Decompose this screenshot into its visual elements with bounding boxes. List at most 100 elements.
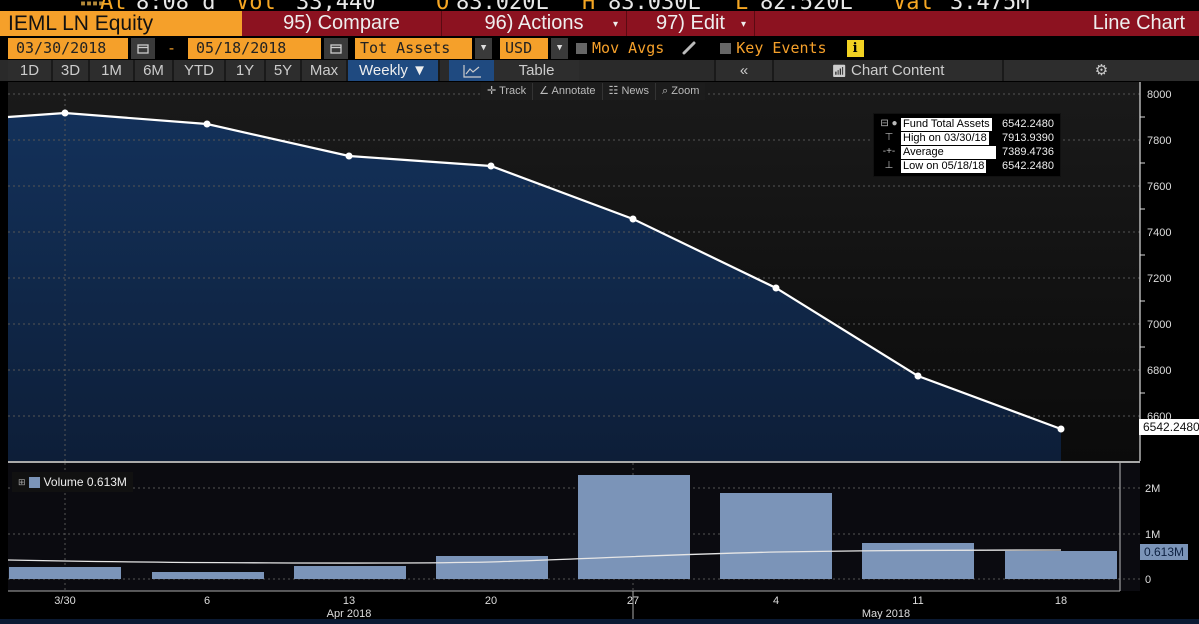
page-title: Line Chart: [755, 11, 1199, 36]
mov-avgs-toggle[interactable]: Mov Avgs: [576, 39, 664, 57]
price-markers: [61, 109, 1065, 433]
panel-divider[interactable]: [8, 461, 1140, 463]
period-1y[interactable]: 1Y: [226, 60, 266, 81]
compare-label: 95) Compare: [283, 12, 400, 34]
crosshair-icon: ✛: [487, 85, 497, 97]
zoom-label: Zoom: [671, 85, 700, 97]
volume-ma-line: [7, 549, 1062, 564]
date-separator: -: [167, 39, 177, 57]
news-tool[interactable]: ☷ News: [603, 83, 656, 100]
period-5y[interactable]: 5Y: [266, 60, 302, 81]
volume-legend-label: Volume 0.613M: [43, 475, 127, 489]
collapse-icon[interactable]: «: [714, 60, 774, 81]
checkbox[interactable]: [576, 42, 588, 54]
edit-menu-button[interactable]: 97) Edit ▾: [627, 11, 755, 36]
line-chart-icon[interactable]: [449, 60, 494, 81]
average-marker-icon: -+-: [882, 146, 896, 157]
legend-row: ⊥ Low on 05/18/18 6542.2480: [874, 160, 1062, 174]
end-date-field[interactable]: 05/18/2018: [188, 37, 322, 59]
actions-menu-button[interactable]: 96) Actions ▾: [442, 11, 627, 36]
currency-select[interactable]: USD: [500, 37, 549, 59]
chart-content-label: Chart Content: [851, 62, 945, 79]
actions-label: 96) Actions: [484, 12, 584, 34]
quote-vol-label: Vol: [236, 0, 276, 12]
gear-icon[interactable]: ⚙: [1004, 60, 1199, 81]
news-label: News: [621, 85, 649, 97]
calendar-icon[interactable]: [324, 37, 349, 59]
period-6m[interactable]: 6M: [135, 60, 174, 81]
key-events-label: Key Events: [736, 39, 827, 57]
chart-content-button[interactable]: 📶︎ Chart Content: [774, 60, 1004, 81]
volume-swatch: [28, 476, 40, 488]
field-select[interactable]: Tot Assets: [355, 37, 473, 59]
compare-menu-button[interactable]: 95) Compare: [242, 11, 442, 36]
quote-open-label: O: [436, 0, 449, 12]
chart-legend[interactable]: ⊟ ● Fund Total Assets 6542.2480 ⊤ High o…: [873, 113, 1061, 177]
mov-avgs-label: Mov Avgs: [592, 39, 665, 57]
quote-at-value: 8:08 d: [136, 0, 215, 12]
svg-text:7800: 7800: [1147, 135, 1171, 147]
period-1d[interactable]: 1D: [8, 60, 53, 81]
track-tool[interactable]: ✛ Track: [481, 83, 534, 100]
frequency-dropdown[interactable]: Weekly ▼: [348, 60, 440, 81]
quote-open-value: 83.020L: [456, 0, 549, 12]
svg-text:7000: 7000: [1147, 319, 1171, 331]
period-1m[interactable]: 1M: [90, 60, 135, 81]
chart-content-icon: 📶︎: [831, 64, 847, 78]
pencil-icon[interactable]: [682, 41, 700, 55]
period-3d[interactable]: 3D: [53, 60, 90, 81]
calendar-icon[interactable]: [131, 37, 155, 59]
legend-label: High on 03/30/18: [901, 132, 989, 145]
table-button[interactable]: Table: [494, 60, 579, 81]
ticker-field[interactable]: IEML LN Equity: [0, 11, 242, 36]
last-price-flag: 6542.2480: [1139, 419, 1199, 435]
volume-legend[interactable]: ⊞ Volume 0.613M: [12, 472, 133, 492]
zoom-tool[interactable]: ⌕ Zoom: [656, 83, 705, 100]
svg-text:3/30: 3/30: [54, 595, 75, 607]
key-events-toggle[interactable]: Key Events: [720, 39, 827, 57]
low-marker-icon: ⊥: [884, 160, 894, 171]
quote-low-value: 82.520L: [760, 0, 853, 12]
svg-text:0: 0: [1145, 574, 1151, 586]
svg-text:18: 18: [1055, 595, 1067, 607]
quote-high-value: 83.030L: [608, 0, 701, 12]
last-volume-flag: 0.613M: [1140, 544, 1189, 560]
expand-icon[interactable]: ⊞: [18, 476, 26, 487]
svg-text:Apr 2018: Apr 2018: [327, 608, 372, 620]
svg-text:6800: 6800: [1147, 365, 1171, 377]
chevron-down-icon: ▾: [612, 19, 618, 30]
svg-text:May 2018: May 2018: [862, 608, 910, 620]
period-ytd[interactable]: YTD: [174, 60, 226, 81]
period-max[interactable]: Max: [302, 60, 348, 81]
legend-value: 7389.4736: [1002, 146, 1054, 158]
legend-value: 6542.2480: [1002, 160, 1054, 172]
start-date-field[interactable]: 03/30/2018: [8, 37, 128, 59]
quote-line: ▪▪▪▪ At 8:08 d Vol 33,440 O 83.020L H 83…: [0, 0, 1199, 12]
svg-text:4: 4: [773, 595, 779, 607]
price-axis-ticks: [1140, 116, 1145, 394]
svg-text:20: 20: [485, 595, 497, 607]
legend-row: ⊟ ● Fund Total Assets 6542.2480: [874, 118, 1062, 132]
svg-text:7600: 7600: [1147, 181, 1171, 193]
checkbox[interactable]: [720, 42, 732, 54]
legend-label: Low on 05/18/18: [901, 160, 987, 173]
controls-bar: 03/30/2018 - 05/18/2018 Tot Assets ▼ USD…: [0, 37, 1199, 59]
svg-text:7400: 7400: [1147, 227, 1171, 239]
quote-high-label: H: [582, 0, 595, 12]
area-fill: [8, 113, 1061, 461]
info-icon[interactable]: i: [846, 39, 864, 57]
bottom-bar: [0, 619, 1199, 624]
legend-value: 7913.9390: [1002, 132, 1054, 144]
drag-handle-icon[interactable]: ▪▪▪▪: [80, 0, 105, 9]
svg-text:7200: 7200: [1147, 273, 1171, 285]
chevron-down-icon[interactable]: ▼: [475, 37, 493, 59]
legend-row: -+- Average 7389.4736: [874, 146, 1062, 160]
quote-vol-value: 33,440: [296, 0, 375, 12]
annotate-label: Annotate: [551, 85, 596, 97]
chevron-down-icon[interactable]: ▼: [551, 37, 569, 59]
legend-row: ⊤ High on 03/30/18 7913.9390: [874, 132, 1062, 146]
quote-val-label: Val: [893, 0, 933, 12]
annotate-tool[interactable]: ∠ Annotate: [533, 83, 603, 100]
svg-text:1M: 1M: [1145, 529, 1160, 541]
